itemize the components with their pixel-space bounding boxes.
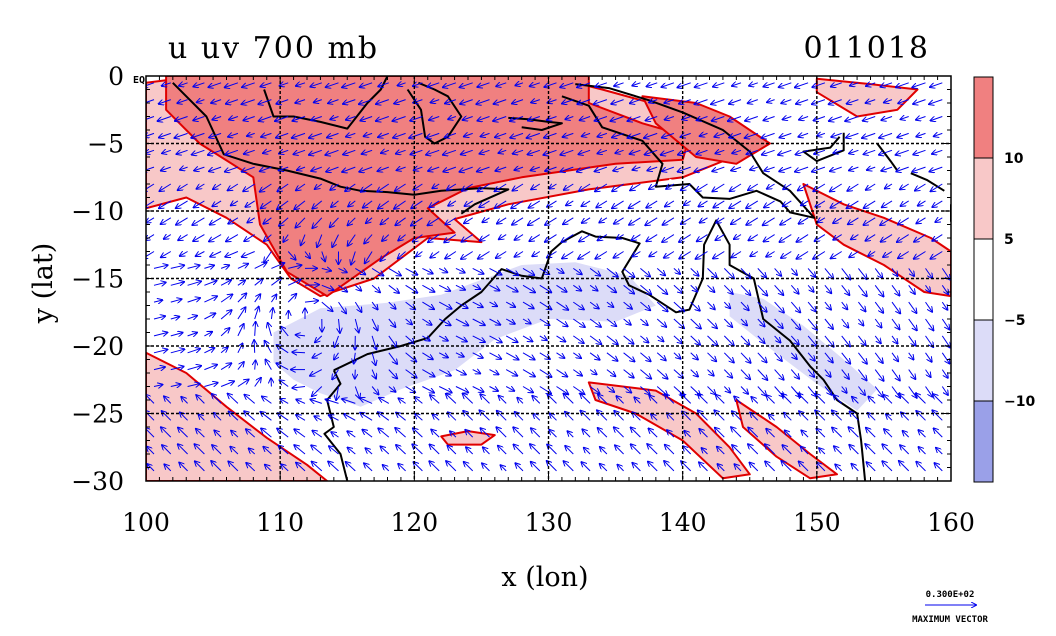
y-tick-label--15: −15 — [71, 265, 124, 294]
wind-vector — [292, 352, 305, 353]
equator-label: EQ — [133, 75, 145, 86]
wind-vector — [305, 285, 319, 286]
y-tick-label--25: −25 — [71, 400, 124, 429]
colorbar-band-2 — [974, 239, 993, 320]
plot-title-right: 011018 — [803, 31, 930, 66]
colorbar-label-2: −5 — [1004, 313, 1025, 329]
x-tick-label-130: 130 — [525, 508, 573, 537]
colorbar-band-4 — [974, 401, 993, 482]
x-tick-label-120: 120 — [390, 508, 438, 537]
x-tick-label-100: 100 — [122, 508, 170, 537]
x-axis-title: x (lon) — [501, 562, 588, 593]
vector-ref-magnitude: 0.300E+02 — [926, 590, 975, 600]
y-tick-label-0: 0 — [108, 62, 124, 91]
plot-area — [141, 76, 951, 481]
x-tick-label-140: 140 — [659, 508, 707, 537]
colorbar-label-3: −10 — [1004, 394, 1035, 410]
y-tick-label--10: −10 — [71, 197, 124, 226]
colorbar-band-1 — [974, 158, 993, 239]
x-tick-label-150: 150 — [793, 508, 841, 537]
x-tick-label-160: 160 — [927, 508, 975, 537]
y-tick-label--20: −20 — [71, 332, 124, 361]
x-tick-label-110: 110 — [256, 508, 304, 537]
plot-title-left: u uv 700 mb — [168, 31, 379, 66]
wind-vector — [355, 370, 356, 379]
colorbar-label-1: 5 — [1004, 232, 1014, 248]
colorbar: 10 5 −5 −10 — [974, 77, 1035, 482]
y-tick-label--30: −30 — [71, 467, 124, 496]
y-tick-label--5: −5 — [87, 130, 124, 159]
colorbar-band-0 — [974, 77, 993, 158]
wind-vector — [254, 340, 255, 353]
vector-reference: 0.300E+02 MAXIMUM VECTOR — [912, 590, 988, 625]
colorbar-label-0: 10 — [1004, 151, 1024, 167]
colorbar-band-3 — [974, 320, 993, 401]
vector-ref-caption: MAXIMUM VECTOR — [912, 615, 988, 625]
y-axis-title: y (lat) — [28, 243, 59, 325]
